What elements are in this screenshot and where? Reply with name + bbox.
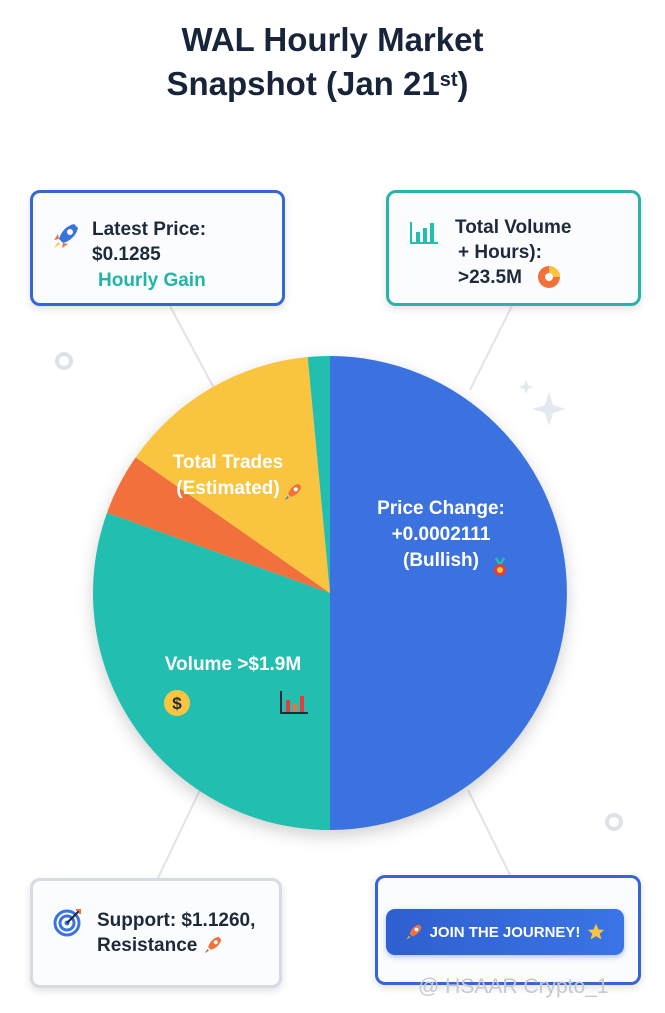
dollar-coin-icon: $ (164, 690, 190, 716)
pie-slice (330, 356, 567, 830)
bar-chart-icon (280, 691, 308, 714)
title-superscript: st (439, 69, 458, 91)
pie-slice (135, 357, 330, 593)
connector-line (469, 305, 513, 391)
title-line-2: Snapshot (Jan 21st) (0, 62, 665, 106)
ring-decoration (605, 813, 623, 831)
pie-slice (107, 457, 330, 593)
slice-label: Volume >$1.9M (165, 654, 301, 675)
connector-line (157, 789, 201, 879)
sparkle-icon (532, 392, 566, 426)
slice-label: Price Change: (377, 498, 505, 519)
title-line-2-main: Snapshot (Jan 21 (166, 65, 440, 102)
rocket-icon (54, 224, 78, 248)
join-the-journey-button[interactable]: JOIN THE JOURNEY! (386, 909, 624, 955)
total-volume-period: + Hours): (458, 242, 542, 263)
resistance-label: Resistance (97, 935, 198, 956)
slice-label: (Bullish) (403, 550, 479, 571)
slice-label: Total Trades (173, 452, 284, 473)
latest-price-label: Latest Price: (92, 219, 207, 240)
sparkle-icon (519, 380, 533, 394)
total-volume-label: Total Volume (455, 217, 572, 238)
title-line-2-end: ) (457, 65, 469, 102)
connector-line (169, 305, 216, 391)
latest-price-value: $0.1285 (92, 244, 161, 265)
rocket-icon (406, 924, 422, 940)
pie-slice (307, 356, 330, 593)
medal-icon (494, 557, 506, 576)
connector-line (467, 789, 511, 876)
slice-label: +0.0002111 (392, 524, 491, 545)
total-volume-value: >23.5M (458, 267, 522, 288)
title-line-1: WAL Hourly Market (181, 21, 484, 58)
rocket-icon (284, 483, 302, 501)
pie-slice (92, 512, 330, 830)
ring-decoration (55, 352, 73, 370)
latest-price-card (30, 190, 285, 306)
page-title: WAL Hourly Market Snapshot (Jan 21st) (0, 18, 665, 106)
join-button-label: JOIN THE JOURNEY! (429, 923, 581, 941)
target-icon (53, 909, 81, 937)
svg-text:$: $ (172, 694, 182, 713)
rocket-icon (204, 936, 222, 954)
total-volume-card (386, 190, 641, 306)
hourly-gain-label: Hourly Gain (98, 270, 206, 291)
pie-chart-icon (538, 266, 560, 288)
support-label: Support: $1.1260, (97, 910, 256, 931)
bar-chart-icon (410, 222, 438, 244)
star-icon (588, 923, 605, 940)
slice-label: (Estimated) (176, 478, 279, 499)
watermark: @ HSAAR Crypto_1 (418, 975, 609, 998)
